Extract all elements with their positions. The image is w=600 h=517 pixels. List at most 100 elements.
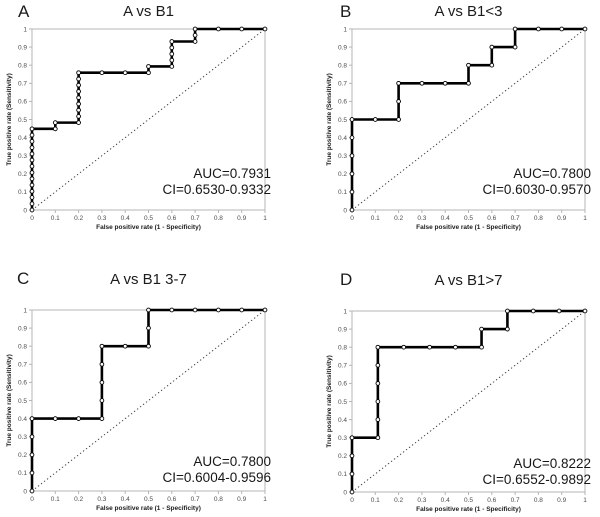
svg-text:1: 1 <box>23 26 27 33</box>
svg-text:0.4: 0.4 <box>441 497 450 504</box>
svg-text:0.2: 0.2 <box>394 215 403 222</box>
svg-text:0.2: 0.2 <box>74 215 83 222</box>
svg-text:0.8: 0.8 <box>534 497 543 504</box>
svg-text:0.6: 0.6 <box>167 496 176 503</box>
roc-chart-d: 0 0.1 0.2 0.3 0.4 0.5 0.6 0.7 0.8 0.9 1 0 0.1 0.2 0.3 0… <box>326 308 588 513</box>
svg-text:0.6: 0.6 <box>18 380 27 387</box>
svg-text:0.5: 0.5 <box>18 398 27 405</box>
svg-text:0.3: 0.3 <box>97 215 106 222</box>
svg-text:0.7: 0.7 <box>511 497 520 504</box>
svg-text:0.3: 0.3 <box>18 153 27 160</box>
svg-text:0.9: 0.9 <box>18 44 27 51</box>
svg-text:0.4: 0.4 <box>441 215 450 222</box>
svg-text:0.7: 0.7 <box>511 215 520 222</box>
roc-panel-c: 0 0.1 0.2 0.3 0.4 0.5 0.6 0.7 0.8 0.9 1 0 0.1 0.2 0.3 0… <box>0 258 300 516</box>
svg-text:0.6: 0.6 <box>487 497 496 504</box>
svg-text:0.3: 0.3 <box>338 435 347 442</box>
svg-text:0.2: 0.2 <box>338 171 347 178</box>
auc-value: AUC=0.7800 <box>193 454 271 469</box>
svg-text:0.9: 0.9 <box>338 44 347 51</box>
svg-text:0.5: 0.5 <box>464 215 473 222</box>
svg-text:0.8: 0.8 <box>18 344 27 351</box>
ci-value: CI=0.6552-0.9892 <box>482 472 591 487</box>
svg-text:0: 0 <box>350 215 354 222</box>
ci-value: CI=0.6030-0.9570 <box>482 182 591 197</box>
svg-text:0.1: 0.1 <box>371 497 380 504</box>
panel-title: A vs B1<3 <box>434 3 503 20</box>
svg-text:0.7: 0.7 <box>191 215 200 222</box>
panel-letter: D <box>340 270 353 289</box>
svg-text:0.1: 0.1 <box>338 189 347 196</box>
svg-text:0: 0 <box>23 488 27 495</box>
svg-text:0: 0 <box>343 489 347 496</box>
svg-text:0.1: 0.1 <box>18 470 27 477</box>
svg-text:True positive rate (Sensitivit: True positive rate (Sensitivity) <box>6 354 13 446</box>
svg-text:0.6: 0.6 <box>167 215 176 222</box>
svg-text:0.9: 0.9 <box>237 215 246 222</box>
roc-panel-a: 0 0.1 0.2 0.3 0.4 0.5 0.6 0.7 0.8 0.9 1 0 0.1 0.2 0.3 0… <box>0 0 300 258</box>
svg-text:0.5: 0.5 <box>338 399 347 406</box>
svg-text:False positive rate (1 - Speci: False positive rate (1 - Specificity) <box>96 505 201 512</box>
svg-text:1: 1 <box>343 26 347 33</box>
svg-text:1: 1 <box>583 497 587 504</box>
svg-text:0.4: 0.4 <box>338 135 347 142</box>
roc-chart-c: 0 0.1 0.2 0.3 0.4 0.5 0.6 0.7 0.8 0.9 1 0 0.1 0.2 0.3 0… <box>6 307 268 512</box>
svg-text:True positive rate (Sensitivit: True positive rate (Sensitivity) <box>6 73 13 165</box>
svg-text:0.5: 0.5 <box>464 497 473 504</box>
svg-text:0.5: 0.5 <box>338 117 347 124</box>
svg-text:0.3: 0.3 <box>338 153 347 160</box>
svg-text:0: 0 <box>30 496 34 503</box>
svg-text:True positive rate (Sensitivit: True positive rate (Sensitivity) <box>326 73 333 165</box>
auc-ci-annotation: AUC=0.7800 CI=0.6030-0.9570 <box>483 166 591 198</box>
svg-text:0.5: 0.5 <box>18 117 27 124</box>
roc-panel-b: 0 0.1 0.2 0.3 0.4 0.5 0.6 0.7 0.8 0.9 1 0 0.1 0.2 0.3 0… <box>300 0 600 258</box>
auc-value: AUC=0.7931 <box>193 166 271 181</box>
svg-text:0.8: 0.8 <box>18 63 27 70</box>
svg-text:0.4: 0.4 <box>121 496 130 503</box>
auc-ci-annotation: AUC=0.7931 CI=0.6530-0.9332 <box>163 166 271 198</box>
svg-text:0: 0 <box>350 497 354 504</box>
svg-text:0.2: 0.2 <box>338 453 347 460</box>
svg-text:0.7: 0.7 <box>191 496 200 503</box>
svg-text:0.4: 0.4 <box>18 416 27 423</box>
svg-text:0.9: 0.9 <box>338 326 347 333</box>
svg-text:0.8: 0.8 <box>338 345 347 352</box>
svg-text:0.8: 0.8 <box>214 215 223 222</box>
roc-chart-b: 0 0.1 0.2 0.3 0.4 0.5 0.6 0.7 0.8 0.9 1 0 0.1 0.2 0.3 0… <box>326 26 588 231</box>
svg-text:0.6: 0.6 <box>338 381 347 388</box>
svg-text:0.5: 0.5 <box>144 496 153 503</box>
svg-text:0.8: 0.8 <box>534 215 543 222</box>
panel-title: A vs B1 <box>123 3 174 20</box>
svg-text:0.4: 0.4 <box>121 215 130 222</box>
panel-title: A vs B1>7 <box>434 272 503 289</box>
svg-text:1: 1 <box>263 215 267 222</box>
svg-text:0.8: 0.8 <box>338 63 347 70</box>
svg-text:1: 1 <box>343 308 347 315</box>
svg-text:0.6: 0.6 <box>18 99 27 106</box>
svg-text:0.7: 0.7 <box>18 81 27 88</box>
panel-title: A vs B1 3-7 <box>110 271 187 288</box>
svg-text:0.4: 0.4 <box>18 135 27 142</box>
svg-text:0.8: 0.8 <box>214 496 223 503</box>
svg-text:0.7: 0.7 <box>18 362 27 369</box>
svg-text:0.1: 0.1 <box>371 215 380 222</box>
svg-text:0.5: 0.5 <box>144 215 153 222</box>
svg-text:False positive rate (1 - Speci: False positive rate (1 - Specificity) <box>96 224 201 231</box>
svg-text:0.4: 0.4 <box>338 417 347 424</box>
auc-ci-annotation: AUC=0.7800 CI=0.6004-0.9596 <box>163 454 271 486</box>
svg-text:False positive rate (1 - Speci: False positive rate (1 - Specificity) <box>416 224 521 231</box>
svg-text:0.6: 0.6 <box>338 99 347 106</box>
svg-text:0.6: 0.6 <box>487 215 496 222</box>
svg-text:0.9: 0.9 <box>18 325 27 332</box>
svg-text:0.1: 0.1 <box>18 189 27 196</box>
panel-letter: B <box>340 2 352 21</box>
svg-text:0.3: 0.3 <box>18 434 27 441</box>
svg-text:0.2: 0.2 <box>18 452 27 459</box>
svg-text:0.9: 0.9 <box>557 215 566 222</box>
roc-chart-a: 0 0.1 0.2 0.3 0.4 0.5 0.6 0.7 0.8 0.9 1 0 0.1 0.2 0.3 0… <box>6 26 268 231</box>
svg-text:0.3: 0.3 <box>417 497 426 504</box>
svg-text:0.7: 0.7 <box>338 363 347 370</box>
ci-value: CI=0.6004-0.9596 <box>162 470 271 485</box>
auc-ci-annotation: AUC=0.8222 CI=0.6552-0.9892 <box>483 456 591 488</box>
